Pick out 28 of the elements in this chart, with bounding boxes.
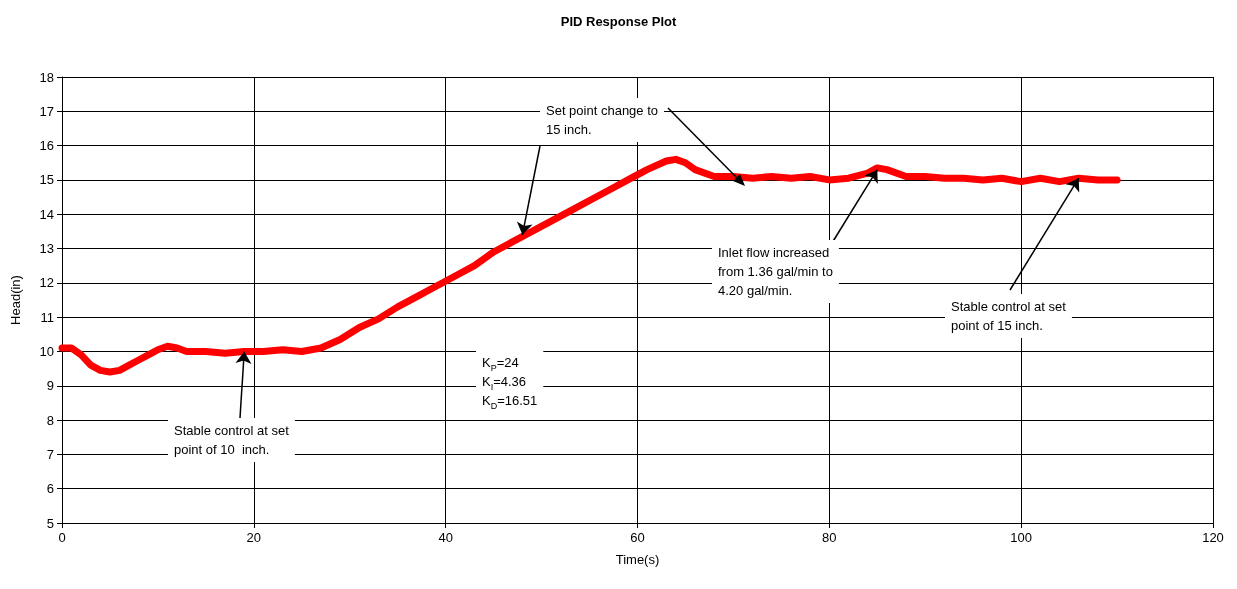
y-tick-label: 12 [39,275,54,291]
y-tick-label: 5 [46,515,54,531]
y-tick-label: 14 [39,206,54,222]
annotation: Stable control at set point of 15 inch. [951,299,1067,333]
y-tick-label: 7 [46,446,54,462]
y-tick-label: 10 [39,343,54,359]
y-tick-label: 17 [39,103,54,119]
y-tick-label: 13 [39,241,54,257]
x-tick-label: 120 [1202,530,1224,545]
x-tick-label: 80 [822,530,837,545]
y-tick-label: 8 [46,412,54,428]
x-axis-title: Time(s) [615,552,660,567]
annotation: Stable control at set point of 10 inch. [174,423,290,457]
y-tick-label: 18 [39,69,54,85]
chart-title: PID Response Plot [560,14,677,29]
x-tick-label: 100 [1010,530,1033,545]
y-axis-title: Head(in) [8,275,23,325]
y-tick-label: 11 [40,309,54,325]
x-tick-label: 40 [438,530,453,545]
annotation: Set point change to 15 inch. [546,103,659,137]
x-tick-label: 0 [58,530,66,545]
x-tick-label: 20 [246,530,262,545]
y-tick-label: 15 [39,172,54,188]
y-tick-label: 16 [39,138,54,154]
y-tick-label: 9 [46,378,54,394]
y-tick-label: 6 [46,481,54,497]
annotation: Inlet flow increased from 1.36 gal/min to 4.20 gal/min. [718,245,833,298]
x-tick-label: 60 [630,530,645,545]
